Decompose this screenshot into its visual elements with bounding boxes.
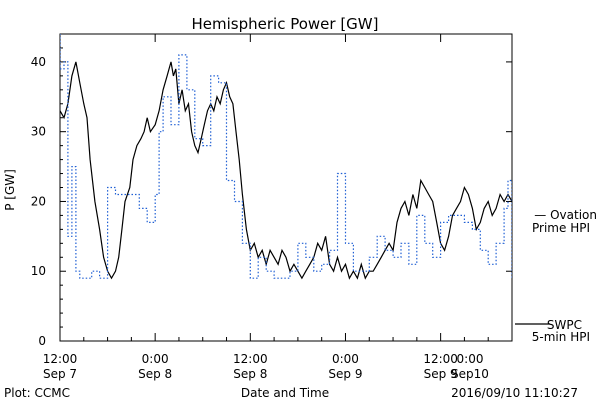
y-tick-label: 0 — [38, 334, 46, 348]
footer-timestamp: 2016/09/10 11:10:27 — [451, 386, 578, 400]
chart-title: Hemispheric Power [GW] — [192, 15, 379, 33]
series-swpc-hpi-line — [60, 61, 512, 280]
x-tick-time-label: 12:00 — [423, 352, 458, 366]
plot-frame — [59, 33, 513, 342]
x-tick-time-label: 0:00 — [457, 352, 484, 366]
x-tick-date-label: Sep10 — [451, 367, 489, 381]
plot-border — [59, 33, 513, 342]
y-axis-label: P [GW] — [3, 169, 17, 211]
y-tick-label: 30 — [31, 125, 46, 139]
x-axis-label: Date and Time — [241, 386, 329, 400]
x-tick-date-label: Sep 9 — [328, 367, 362, 381]
legend-swpc-line1: SWPC — [547, 318, 582, 332]
series-ovation-prime-line — [60, 34, 512, 279]
y-tick-label: 10 — [31, 264, 46, 278]
x-tick-time-label: 12:00 — [43, 352, 78, 366]
x-tick-date-label: Sep 7 — [43, 367, 77, 381]
legend-ovation-line2: Prime HPI — [532, 221, 590, 235]
x-tick-date-label: Sep 9 — [424, 367, 458, 381]
y-tick-label: 40 — [31, 55, 46, 69]
footer-plot-credit: Plot: CCMC — [4, 386, 70, 400]
y-axis: 0 10 20 30 40 — [31, 47, 512, 348]
legend-ovation-line1: — Ovation — [534, 208, 597, 222]
x-tick-date-label: Sep 8 — [233, 367, 267, 381]
legend-swpc-line2: 5-min HPI — [532, 330, 590, 344]
x-tick-date-label: Sep 8 — [138, 367, 172, 381]
x-tick-time-label: 0:00 — [332, 352, 359, 366]
series-layer — [60, 34, 512, 280]
y-tick-label: 20 — [31, 194, 46, 208]
x-tick-time-label: 12:00 — [233, 352, 268, 366]
x-tick-time-label: 0:00 — [142, 352, 169, 366]
